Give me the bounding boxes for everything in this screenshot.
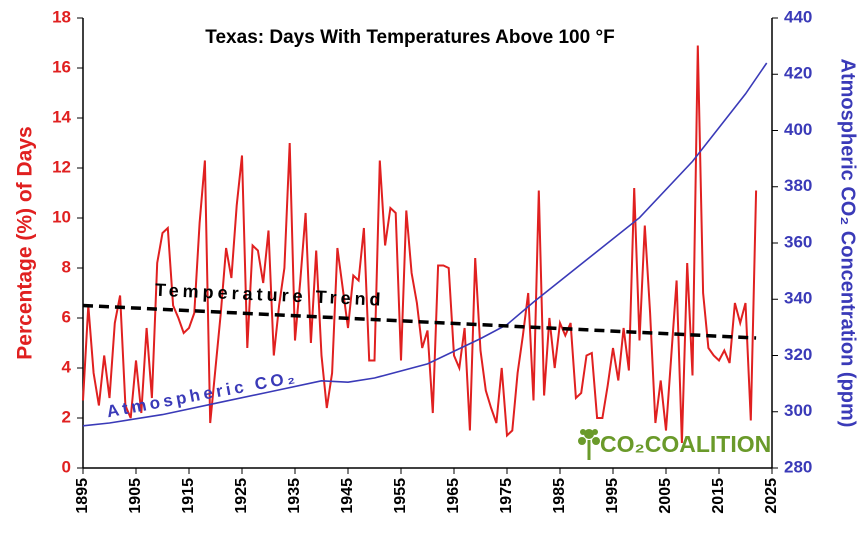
y2-tick-label: 400 xyxy=(784,120,812,139)
logo-icon xyxy=(578,429,600,460)
trend-line xyxy=(82,303,757,340)
x-tick-label: 1905 xyxy=(127,478,144,514)
x-tick-label: 2025 xyxy=(763,478,780,514)
chart-title: Texas: Days With Temperatures Above 100 … xyxy=(205,27,614,48)
y-tick-label: 6 xyxy=(62,307,71,326)
y2-axis-label: Atmospheric CO₂ Concentration (ppm) xyxy=(837,59,859,428)
y2-tick-label: 420 xyxy=(784,64,812,83)
logo-text: CO₂COALITION xyxy=(600,431,771,457)
y-axis-label: Percentage (%) of Days xyxy=(14,126,37,359)
y-tick-label: 16 xyxy=(52,57,71,76)
x-tick-label: 2005 xyxy=(657,478,674,514)
x-tick-label: 1915 xyxy=(180,478,197,514)
co2-line xyxy=(82,62,768,427)
y2-tick-label: 380 xyxy=(784,176,812,195)
y-tick-label: 18 xyxy=(52,7,71,26)
y2-tick-label: 340 xyxy=(784,289,812,308)
y2-tick-label: 320 xyxy=(784,345,812,364)
y-tick-label: 0 xyxy=(62,457,71,476)
data-line xyxy=(82,45,758,444)
y-tick-label: 4 xyxy=(62,357,72,376)
y-tick-label: 14 xyxy=(52,107,71,126)
x-tick-label: 1895 xyxy=(74,478,91,514)
y-tick-label: 2 xyxy=(62,407,71,426)
x-tick-label: 1945 xyxy=(339,478,356,514)
x-tick-label: 1975 xyxy=(498,478,515,514)
x-tick-label: 1925 xyxy=(233,478,250,514)
y2-tick-label: 440 xyxy=(784,7,812,26)
x-tick-label: 1985 xyxy=(551,478,568,514)
x-tick-label: 1955 xyxy=(392,478,409,514)
y2-tick-label: 300 xyxy=(784,401,812,420)
x-tick-label: 1965 xyxy=(445,478,462,514)
y-tick-label: 8 xyxy=(62,257,71,276)
x-tick-label: 1995 xyxy=(604,478,621,514)
x-tick-label: 2015 xyxy=(710,478,727,514)
y2-tick-label: 280 xyxy=(784,457,812,476)
y2-tick-label: 360 xyxy=(784,232,812,251)
y-tick-label: 12 xyxy=(52,157,71,176)
x-tick-label: 1935 xyxy=(286,478,303,514)
y-tick-label: 10 xyxy=(52,207,71,226)
